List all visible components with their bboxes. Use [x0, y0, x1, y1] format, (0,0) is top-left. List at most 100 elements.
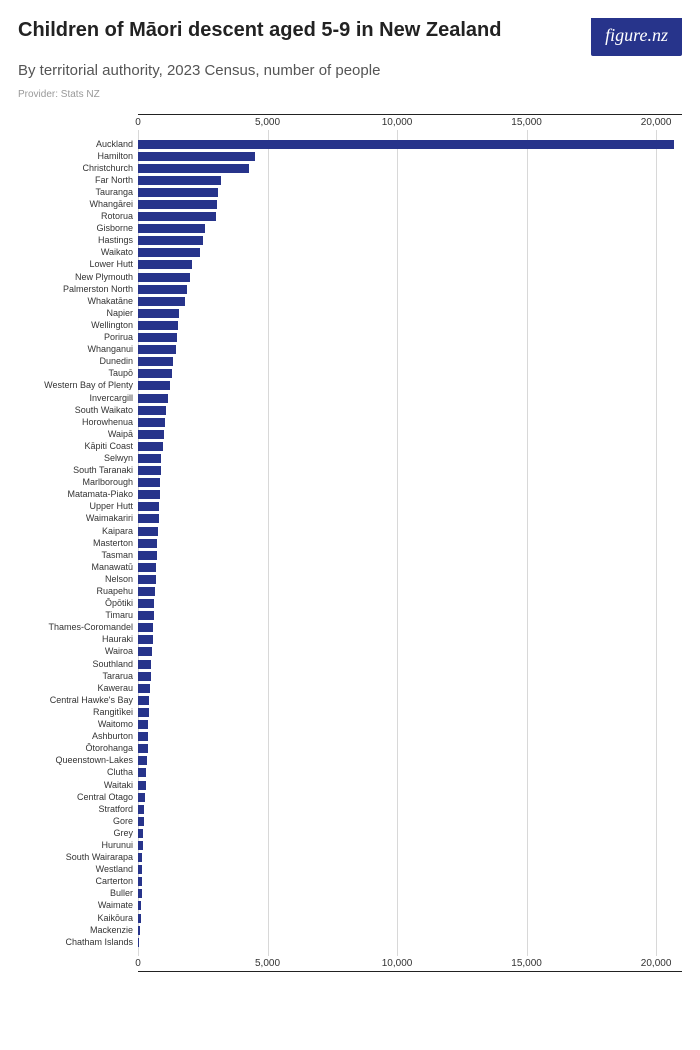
- bar: [138, 684, 150, 693]
- bar: [138, 841, 143, 850]
- bar-label: Wairoa: [105, 647, 138, 656]
- bar-row: South Waikato: [138, 404, 682, 416]
- bar: [138, 345, 176, 354]
- bar-row: Ruapehu: [138, 585, 682, 597]
- bar-label: Grey: [113, 829, 138, 838]
- bar: [138, 502, 159, 511]
- page-title: Children of Māori descent aged 5-9 in Ne…: [18, 18, 501, 42]
- bar-label: Waimate: [98, 901, 138, 910]
- page-subtitle: By territorial authority, 2023 Census, n…: [18, 62, 700, 79]
- bar-row: Whangārei: [138, 198, 682, 210]
- bar-label: Nelson: [105, 575, 138, 584]
- bar: [138, 672, 151, 681]
- bar-row: Buller: [138, 888, 682, 900]
- x-axis-bottom: 05,00010,00015,00020,000: [138, 956, 682, 972]
- bar-row: Central Hawke's Bay: [138, 694, 682, 706]
- bar-label: Kāpiti Coast: [84, 442, 138, 451]
- bar-label: Mackenzie: [90, 926, 138, 935]
- bar-label: Clutha: [107, 768, 138, 777]
- bar: [138, 611, 154, 620]
- bar: [138, 394, 168, 403]
- chart-container: 05,00010,00015,00020,000 AucklandHamilto…: [18, 114, 682, 972]
- bar: [138, 805, 144, 814]
- bar-row: Tauranga: [138, 186, 682, 198]
- tick-label: 15,000: [511, 117, 542, 128]
- bar: [138, 781, 146, 790]
- bar-label: Gisborne: [96, 224, 138, 233]
- bar: [138, 914, 141, 923]
- bar: [138, 732, 148, 741]
- bar-row: Waimate: [138, 900, 682, 912]
- bar-label: Kaikōura: [97, 914, 138, 923]
- bar-label: Waitomo: [98, 720, 138, 729]
- bar-label: Hastings: [98, 236, 138, 245]
- bar: [138, 551, 157, 560]
- bar-label: Chatham Islands: [65, 938, 138, 947]
- bar-row: Gore: [138, 815, 682, 827]
- bar: [138, 889, 142, 898]
- bar-label: Central Hawke's Bay: [50, 696, 138, 705]
- bar-row: Rangitīkei: [138, 706, 682, 718]
- bar-label: Matamata-Piako: [67, 490, 138, 499]
- bar: [138, 152, 255, 161]
- bar-row: Nelson: [138, 573, 682, 585]
- bar: [138, 539, 157, 548]
- bar-row: South Wairarapa: [138, 852, 682, 864]
- bar-label: South Waikato: [75, 406, 138, 415]
- tick-label: 5,000: [255, 958, 280, 969]
- bar-label: Hamilton: [97, 152, 138, 161]
- bar-label: New Plymouth: [75, 273, 138, 282]
- bar-row: Ashburton: [138, 731, 682, 743]
- bar: [138, 514, 159, 523]
- bar-label: Western Bay of Plenty: [44, 381, 138, 390]
- bar: [138, 248, 200, 257]
- bar: [138, 406, 166, 415]
- bar-label: Ōtorohanga: [85, 744, 138, 753]
- bar-label: Thames-Coromandel: [48, 623, 138, 632]
- bar-label: Manawatū: [91, 563, 138, 572]
- bar-label: Horowhenua: [82, 418, 138, 427]
- bar: [138, 357, 173, 366]
- bar-row: Waitaki: [138, 779, 682, 791]
- bar-label: Timaru: [105, 611, 138, 620]
- bar-row: Marlborough: [138, 477, 682, 489]
- bar-row: Kaipara: [138, 525, 682, 537]
- bar-row: Waikato: [138, 247, 682, 259]
- bar: [138, 285, 187, 294]
- bar-label: Rangitīkei: [93, 708, 138, 717]
- bar-label: Central Otago: [77, 793, 138, 802]
- bar: [138, 793, 145, 802]
- bar: [138, 418, 165, 427]
- bar: [138, 599, 154, 608]
- bar: [138, 575, 156, 584]
- bar-row: Christchurch: [138, 162, 682, 174]
- bar-label: Waimakariri: [86, 514, 138, 523]
- bar-row: Matamata-Piako: [138, 489, 682, 501]
- bar: [138, 865, 142, 874]
- bar-label: Selwyn: [104, 454, 138, 463]
- bar: [138, 430, 164, 439]
- bar: [138, 224, 205, 233]
- bar-row: Palmerston North: [138, 283, 682, 295]
- tick-label: 10,000: [382, 117, 413, 128]
- bar-label: Christchurch: [82, 164, 138, 173]
- bar: [138, 260, 192, 269]
- bar: [138, 660, 151, 669]
- bar-label: Lower Hutt: [89, 260, 138, 269]
- bar-label: Ashburton: [92, 732, 138, 741]
- bar: [138, 369, 172, 378]
- bar: [138, 926, 140, 935]
- bar-row: Wairoa: [138, 646, 682, 658]
- bar-label: Taupō: [108, 369, 138, 378]
- bar: [138, 297, 185, 306]
- bar: [138, 212, 216, 221]
- bar-row: Hurunui: [138, 839, 682, 851]
- bar: [138, 696, 149, 705]
- bar-row: Carterton: [138, 876, 682, 888]
- bar-row: Thames-Coromandel: [138, 622, 682, 634]
- bar-row: Far North: [138, 174, 682, 186]
- bar-row: Ōpōtiki: [138, 598, 682, 610]
- tick-label: 10,000: [382, 958, 413, 969]
- bar: [138, 321, 178, 330]
- bar-row: Masterton: [138, 537, 682, 549]
